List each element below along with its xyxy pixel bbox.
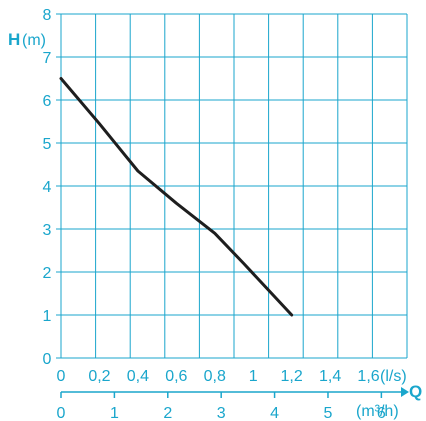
y-tick-label: 7 xyxy=(43,50,52,67)
pump-curve-line xyxy=(59,77,294,317)
y-axis-symbol: H xyxy=(8,30,20,49)
x-tick-label: 0,8 xyxy=(204,368,226,385)
x-tick-label: 1,6 xyxy=(357,368,379,385)
x-tick-label: 0,6 xyxy=(165,368,187,385)
x2-tick-label: 1 xyxy=(110,405,119,421)
y-tick-label: 8 xyxy=(43,7,52,24)
y-axis-ticks: 0 1 2 3 4 5 6 7 8 xyxy=(43,7,52,368)
x-tick-label: 1 xyxy=(249,368,258,385)
y-tick-label: 3 xyxy=(43,222,52,239)
x-tick-label: 0,2 xyxy=(88,368,110,385)
x2-tick-label: 3 xyxy=(217,405,226,421)
y-tick-label: 4 xyxy=(43,179,52,196)
plot-grid xyxy=(56,13,408,359)
x-tick-label: 0 xyxy=(57,368,66,385)
curve-layer xyxy=(59,77,294,317)
y-axis-unit: (m) xyxy=(22,32,46,49)
x2-axis-arrow xyxy=(401,387,409,397)
x2-tick-label: 6 xyxy=(377,405,386,421)
x-tick-label: 1,4 xyxy=(319,368,341,385)
secondary-x-axis: 0 1 2 3 4 5 6 xyxy=(57,387,409,421)
x2-tick-label: 0 xyxy=(57,405,66,421)
x-axis-ticks: 0 0,2 0,4 0,6 0,8 1 1,2 1,4 1,6 xyxy=(57,368,380,385)
y-tick-label: 0 xyxy=(43,351,52,368)
y-tick-label: 2 xyxy=(43,265,52,282)
x-axis-unit: (l/s) xyxy=(380,368,407,385)
x2-tick-label: 2 xyxy=(163,405,172,421)
y-tick-label: 5 xyxy=(43,136,52,153)
x2-axis-unit: (m³/h) xyxy=(356,403,399,420)
x2-tick-label: 5 xyxy=(324,405,333,421)
x-tick-label: 0,4 xyxy=(127,368,149,385)
y-tick-label: 6 xyxy=(43,93,52,110)
x2-tick-label: 4 xyxy=(270,405,279,421)
x-axis-symbol: Q xyxy=(409,382,422,401)
y-tick-label: 1 xyxy=(43,308,52,325)
x-tick-label: 1,2 xyxy=(281,368,303,385)
